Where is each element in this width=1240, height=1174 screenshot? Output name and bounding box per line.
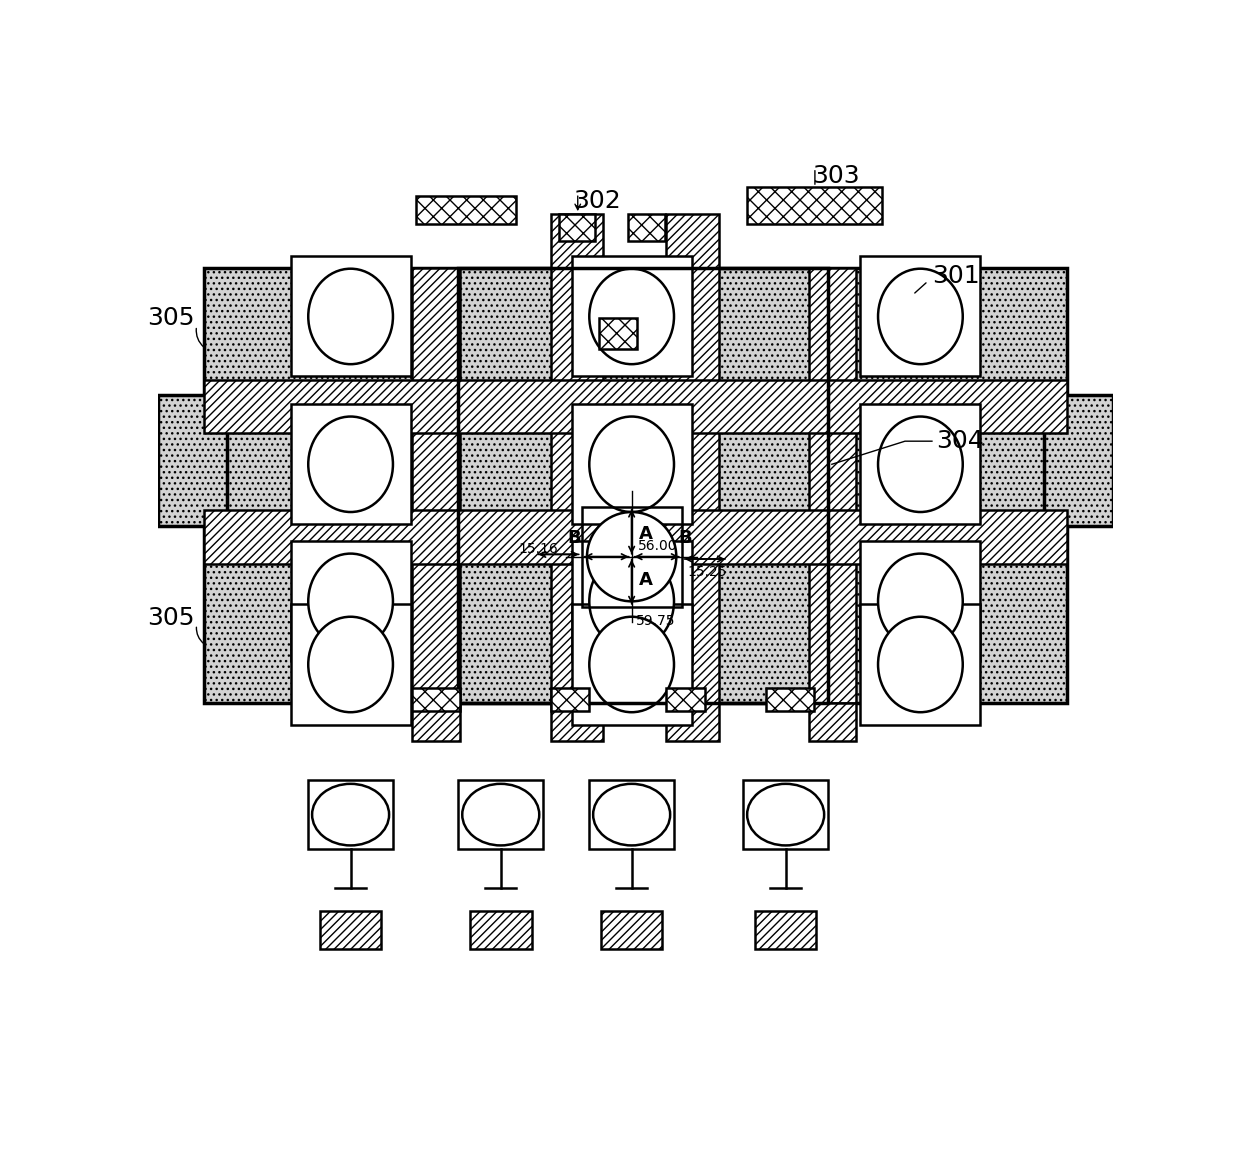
Text: B: B: [678, 529, 692, 547]
Bar: [470, 911, 532, 950]
Text: 305: 305: [148, 306, 195, 330]
Bar: [205, 379, 1066, 433]
Bar: [861, 541, 981, 661]
Bar: [412, 703, 460, 742]
Ellipse shape: [878, 616, 962, 713]
Text: 303: 303: [812, 164, 859, 188]
Text: 301: 301: [932, 264, 980, 288]
Bar: [572, 605, 692, 724]
Ellipse shape: [309, 616, 393, 713]
Bar: [459, 780, 543, 849]
Bar: [572, 256, 692, 377]
Bar: [309, 780, 393, 849]
Text: 59.75: 59.75: [635, 614, 675, 628]
Bar: [601, 911, 662, 950]
Bar: [808, 268, 857, 703]
Text: 305: 305: [148, 606, 195, 630]
Bar: [861, 256, 981, 377]
Bar: [551, 268, 603, 703]
Text: 15.16: 15.16: [518, 542, 558, 556]
Bar: [159, 394, 227, 526]
Bar: [627, 214, 665, 241]
Bar: [748, 187, 882, 224]
Bar: [558, 214, 595, 241]
Bar: [290, 541, 410, 661]
Bar: [417, 196, 516, 224]
Ellipse shape: [878, 417, 962, 512]
Bar: [666, 703, 719, 742]
Bar: [412, 268, 460, 703]
Text: 302: 302: [573, 189, 621, 212]
Ellipse shape: [309, 554, 393, 649]
Ellipse shape: [589, 269, 675, 364]
Text: 304: 304: [936, 430, 983, 453]
Bar: [572, 404, 692, 525]
Bar: [290, 404, 410, 525]
Bar: [290, 256, 410, 377]
Bar: [320, 911, 382, 950]
Bar: [666, 214, 719, 268]
Ellipse shape: [878, 554, 962, 649]
Bar: [743, 780, 828, 849]
Bar: [459, 268, 828, 703]
Bar: [551, 703, 603, 742]
Bar: [582, 507, 682, 607]
Bar: [599, 318, 637, 349]
Ellipse shape: [748, 784, 825, 845]
Text: B: B: [567, 529, 580, 547]
Bar: [861, 605, 981, 724]
Ellipse shape: [589, 616, 675, 713]
Bar: [290, 605, 410, 724]
Bar: [205, 268, 1066, 703]
Bar: [861, 404, 981, 525]
Bar: [766, 688, 815, 710]
Bar: [205, 511, 1066, 565]
Ellipse shape: [589, 417, 675, 512]
Bar: [412, 688, 460, 710]
Bar: [572, 541, 692, 661]
Bar: [666, 268, 719, 703]
Ellipse shape: [312, 784, 389, 845]
Bar: [551, 688, 589, 710]
Ellipse shape: [309, 417, 393, 512]
Bar: [1044, 394, 1112, 526]
Text: A: A: [640, 571, 653, 589]
Text: A: A: [640, 525, 653, 542]
Bar: [755, 911, 816, 950]
Ellipse shape: [589, 554, 675, 649]
Bar: [808, 703, 857, 742]
Ellipse shape: [878, 269, 962, 364]
Ellipse shape: [593, 784, 670, 845]
Ellipse shape: [587, 512, 676, 601]
Bar: [589, 780, 675, 849]
Bar: [666, 688, 704, 710]
Ellipse shape: [309, 269, 393, 364]
Ellipse shape: [463, 784, 539, 845]
Text: 15.25: 15.25: [688, 565, 728, 579]
Bar: [551, 214, 603, 268]
Text: 56.00: 56.00: [637, 539, 677, 553]
